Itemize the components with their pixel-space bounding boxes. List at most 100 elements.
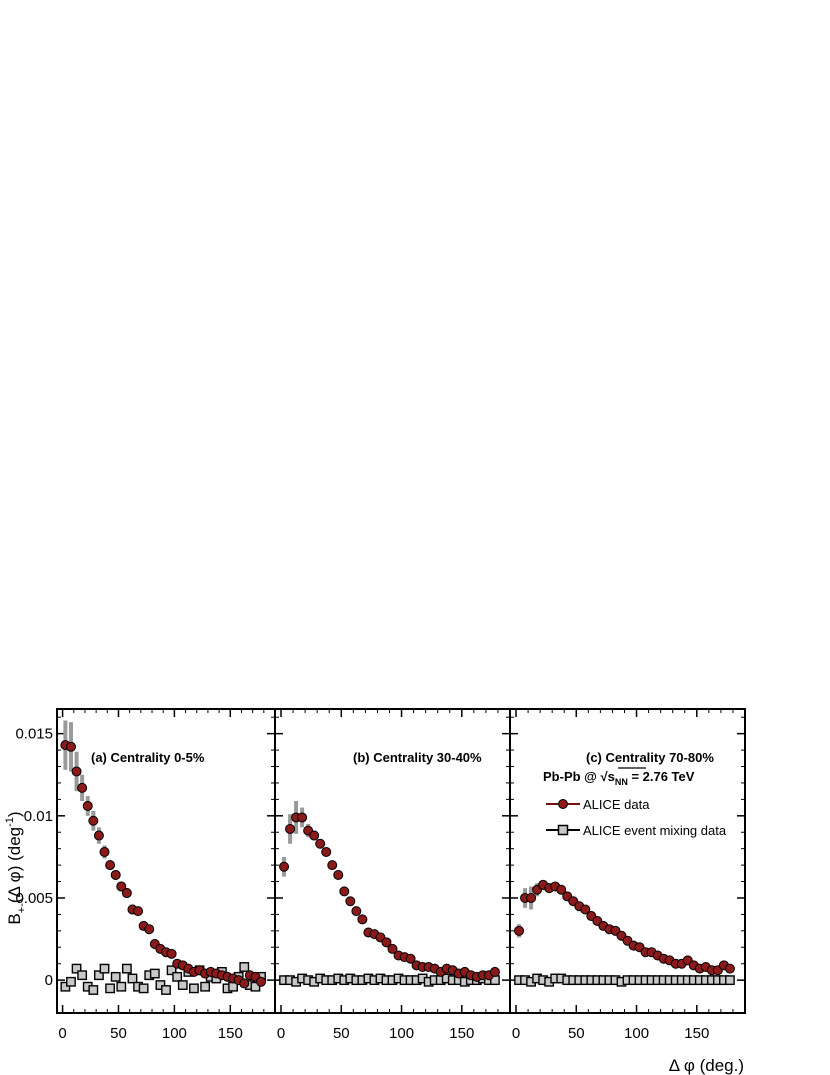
panel-a-x-tick-label: 100 [162, 1025, 187, 1042]
panel-b-title: (b) Centrality 30-40% [353, 750, 482, 765]
panel-a-mixing-point [121, 963, 132, 974]
panel-a-data-point [82, 800, 93, 811]
y-title-middle: (Δ φ) (deg [5, 827, 24, 903]
panel-a-data-point [121, 888, 132, 899]
panel-a-x-tick-label: 150 [218, 1025, 243, 1042]
legend-marker-event-mixing [557, 824, 569, 836]
panel-a-data-point [65, 741, 76, 752]
panel-a-mixing-point [149, 968, 160, 979]
y-tick-label: 0.005 [15, 890, 53, 907]
panel-c-mixing-point [725, 975, 735, 986]
panel-a-mixing-point [99, 963, 110, 974]
x-axis-title: Δ φ (deg.) [669, 1056, 744, 1075]
panel-a-data-point [110, 869, 121, 880]
y-tick-label: 0.01 [24, 808, 53, 825]
panel-b-data-point [297, 812, 308, 823]
panel-a-mixing-point [71, 963, 82, 974]
panel-b-data-point [321, 846, 332, 857]
panel-c-data-point [724, 963, 735, 974]
panel-c-x-tick-label: 0 [512, 1025, 520, 1042]
panel-a-mixing-point [88, 985, 99, 995]
panel-a-data-point [116, 881, 127, 892]
panel-b-data-point [381, 937, 392, 948]
y-title-base: B [5, 913, 24, 924]
panel-a-mixing-point [66, 976, 76, 987]
panel-a-x-tick-label: 50 [110, 1025, 127, 1042]
legend: ALICE data ALICE event mixing data [546, 797, 727, 838]
y-title-sub: +- [16, 903, 28, 913]
energy-subscript: NN [615, 777, 628, 787]
panel-a-mixing-point [250, 981, 261, 992]
legend-label-event-mixing: ALICE event mixing data [583, 823, 727, 838]
panel-b-data-point [315, 838, 326, 849]
panel-c-data-point [556, 884, 567, 895]
y-tick-label: 0.015 [15, 726, 53, 743]
panel-b-x-tick-label: 0 [277, 1025, 285, 1042]
panel-b-x-tick-label: 100 [389, 1025, 414, 1042]
panel-a-mixing-point [155, 980, 166, 990]
panel-a-mixing-point [60, 981, 71, 992]
panel-a-data-point [105, 860, 116, 871]
y-title-sup: -1 [4, 817, 16, 827]
panel-a-title: (a) Centrality 0-5% [91, 750, 205, 765]
panel-a-data-point [133, 906, 144, 917]
panel-a-mixing-point [127, 973, 138, 984]
panel-a-mixing-point [172, 971, 183, 982]
panel-a-data-point [256, 976, 267, 987]
panel-a-mixing-point [77, 970, 88, 981]
panel-b-data-point [387, 943, 398, 954]
panel-a-data-point [77, 782, 88, 793]
panel-b-x-tick-label: 50 [333, 1025, 350, 1042]
panel-c-x-tick-label: 50 [568, 1025, 585, 1042]
panel-b-data-point [279, 861, 290, 872]
panel-a-data-point [88, 815, 99, 826]
panel-a-mixing-point [94, 970, 104, 981]
panel-a-mixing-point [189, 983, 199, 994]
panel-c-frame [509, 708, 746, 1014]
collision-system-label: Pb-Pb @ √sNN = 2.76 TeV [543, 767, 695, 787]
panel-c-data-point [580, 904, 591, 915]
panel-a-data-point [144, 924, 155, 935]
panel-b-data-point [357, 914, 368, 925]
panel-b-data-point [489, 966, 500, 977]
panel-a-data-point [71, 766, 82, 777]
legend-marker-alice-data [558, 799, 568, 809]
panel-b-data-point [405, 953, 416, 964]
panel-a-data-point [93, 830, 104, 841]
panel-a-mixing-point [239, 962, 250, 972]
panel-a-mixing-point [200, 981, 211, 992]
panel-b-data-point [327, 860, 338, 871]
y-tick-label: 0 [45, 972, 53, 989]
panel-b-data-point [333, 869, 344, 880]
panel-a-mixing-point [177, 980, 188, 990]
panel-a-data-point [239, 978, 250, 989]
panel-a-x-tick-label: 0 [58, 1025, 66, 1042]
panel-b-x-tick-label: 150 [449, 1025, 474, 1042]
panel-b-data-point [345, 896, 356, 907]
panel-a-mixing-point [110, 971, 121, 982]
panel-a-mixing-point [161, 985, 171, 995]
panel-c-data-point [514, 925, 525, 936]
legend-entry-event-mixing: ALICE event mixing data [546, 823, 727, 838]
svg-text:Pb-Pb @ √sNN = 2.76 TeV: Pb-Pb @ √sNN = 2.76 TeV [543, 769, 695, 787]
panel-c-data-point [526, 892, 537, 903]
legend-label-alice-data: ALICE data [583, 797, 650, 812]
panel-a-data-point [166, 948, 177, 959]
panel-a-data-point [99, 846, 110, 857]
collision-system-prefix: Pb-Pb @ [543, 769, 600, 784]
panel-b-data-point [351, 906, 362, 917]
sqrt-symbol: √ [600, 769, 608, 784]
panel-b-data-point [309, 830, 320, 841]
y-axis-title: B+-(Δ φ) (deg-1) [4, 811, 28, 924]
panel-c-x-tick-label: 100 [624, 1025, 649, 1042]
y-title-end: ) [5, 811, 24, 817]
panel-a-mixing-point [105, 983, 116, 994]
panel-b-data-point [285, 823, 296, 834]
panel-a-mixing-point [138, 983, 149, 994]
panel-c-title: (c) Centrality 70-80% [586, 750, 714, 765]
panel-b-data-point [339, 886, 350, 897]
energy-value: = 2.76 TeV [628, 769, 695, 784]
legend-entry-alice-data: ALICE data [546, 797, 650, 812]
panel-a-mixing-point [166, 965, 177, 976]
energy-variable: s [608, 769, 615, 784]
